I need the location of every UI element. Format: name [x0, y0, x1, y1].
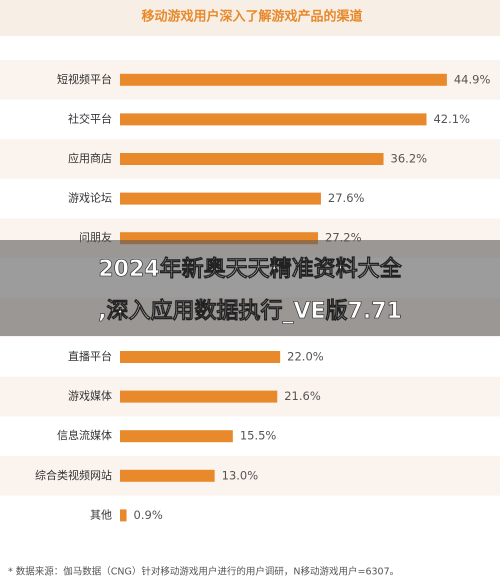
- value-label: 13.0%: [222, 468, 259, 482]
- row-stripe: [0, 456, 500, 496]
- value-label: 27.6%: [328, 191, 365, 205]
- category-label: 直播平台: [68, 349, 112, 363]
- value-label: 42.1%: [433, 112, 470, 126]
- chart-title: 移动游戏用户深入了解游戏产品的渠道: [141, 9, 362, 25]
- bar: [120, 390, 278, 403]
- footnote: * 数据来源：伽马数据（CNG）针对移动游戏用户进行的用户调研，N移动游戏用户=…: [8, 566, 399, 578]
- bar: [120, 153, 384, 165]
- value-label: 15.5%: [240, 429, 277, 443]
- banner-line: 2024年新奥天天精准资料大全: [98, 256, 402, 282]
- category-label: 短视频平台: [57, 72, 112, 86]
- bar: [120, 509, 127, 522]
- value-label: 0.9%: [134, 508, 163, 522]
- bar: [120, 192, 321, 205]
- category-label: 应用商店: [68, 151, 112, 165]
- bar: [120, 430, 233, 443]
- category-label: 信息流媒体: [57, 428, 112, 442]
- category-label: 综合类视频网站: [35, 468, 112, 482]
- value-label: 36.2%: [391, 152, 428, 166]
- category-label: 游戏论坛: [68, 191, 112, 205]
- category-label: 游戏媒体: [68, 389, 112, 403]
- title-band: [0, 0, 500, 36]
- bar: [120, 113, 427, 126]
- value-label: 22.0%: [287, 350, 324, 364]
- bar: [120, 469, 215, 482]
- bar: [120, 351, 281, 363]
- value-label: 44.9%: [454, 72, 491, 86]
- bar: [120, 73, 447, 86]
- category-label: 其他: [90, 508, 112, 521]
- banner-line: ,深入应用数据执行_VE版7.71: [98, 298, 402, 324]
- banner: [0, 240, 500, 336]
- category-label: 社交平台: [68, 111, 112, 125]
- value-label: 21.6%: [284, 389, 321, 403]
